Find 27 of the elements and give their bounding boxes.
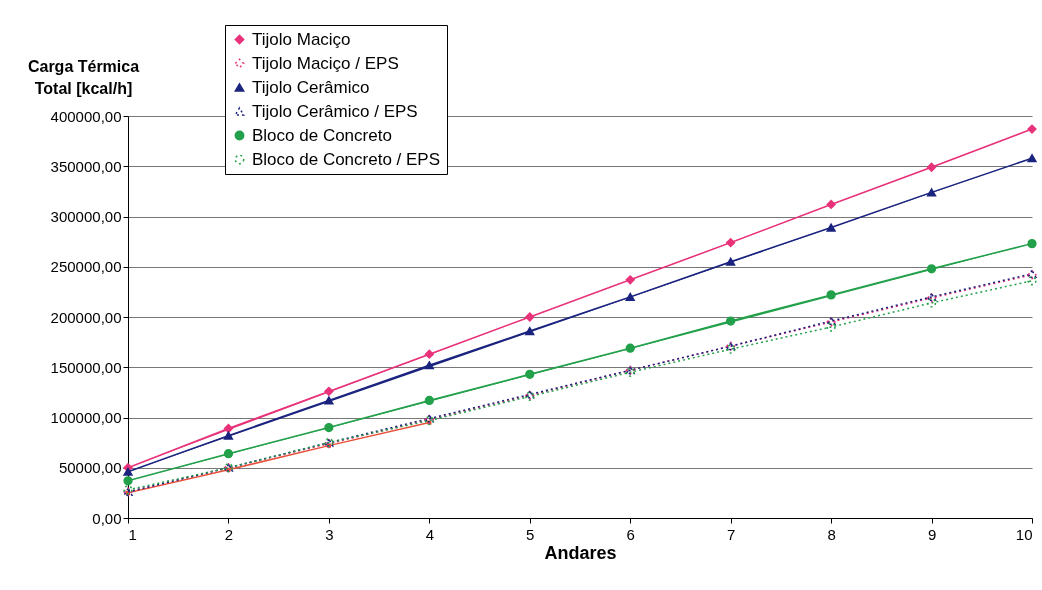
y-tick-label: 200000,00 xyxy=(50,308,122,326)
legend-label: Tijolo Maciço / EPS xyxy=(252,53,399,73)
x-tick-label: 1 xyxy=(128,525,137,543)
legend-label: Tijolo Maciço xyxy=(252,29,351,49)
y-tick-label: 50000,00 xyxy=(58,459,122,477)
x-tick-label: 7 xyxy=(726,525,736,543)
x-tick-label: 8 xyxy=(827,525,836,543)
legend-label: Tijolo Cerâmico / EPS xyxy=(252,101,418,121)
legend-label: Bloco de Concreto xyxy=(252,125,392,145)
x-axis-title: Andares xyxy=(544,542,617,563)
y-tick-label: 350000,00 xyxy=(50,157,122,175)
x-tick-label: 4 xyxy=(425,525,435,543)
x-tick-label: 3 xyxy=(325,525,334,543)
x-tick-label: 10 xyxy=(1015,525,1033,543)
y-tick-label: 400000,00 xyxy=(50,107,122,125)
y-tick-label: 150000,00 xyxy=(50,358,122,376)
y-tick-label: 100000,00 xyxy=(50,409,122,426)
x-tick-label: 2 xyxy=(224,525,234,543)
y-tick-label: 250000,00 xyxy=(50,258,122,276)
x-tick-label: 6 xyxy=(626,525,635,543)
y-tick-label: 0,00 xyxy=(92,509,122,527)
y-axis-title: Carga Térmica Total [kcal/h] xyxy=(27,57,140,97)
y-tick-label: 300000,00 xyxy=(50,208,122,225)
x-tick-label: 5 xyxy=(526,525,535,543)
x-tick-label: 9 xyxy=(927,525,937,543)
legend-label: Tijolo Cerâmico xyxy=(252,77,370,97)
legend-label: Bloco de Concreto / EPS xyxy=(252,149,441,169)
